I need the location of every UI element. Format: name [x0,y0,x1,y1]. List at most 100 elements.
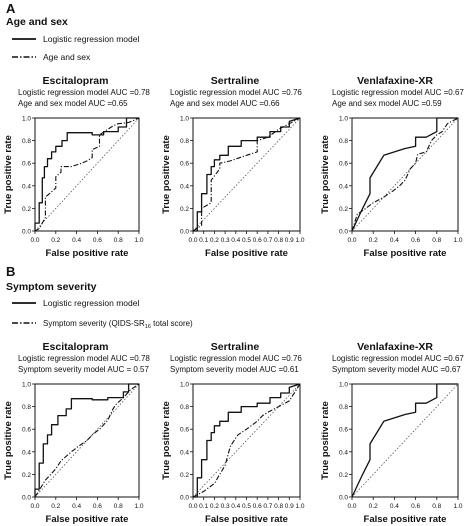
x-tick-label: 0.3 [221,237,230,244]
x-tick-label: 0.2 [369,503,378,510]
auc-annotation: Logistic regression model AUC =0.76 [170,88,302,97]
y-tick-label: 0.2 [180,472,189,479]
roc-line-logistic [351,383,458,498]
auc-annotation: Logistic regression model AUC =0.78 [18,354,150,363]
auc-annotation: Logistic regression model AUC =0.67 [332,88,464,97]
auc-annotation: Symptom severity model AUC = 0.57 [18,365,149,374]
y-tick-label: 0.2 [22,472,31,479]
section-a-title: Age and sex [6,16,68,28]
plot-frame [351,117,459,232]
x-tick-label: 0.8 [274,237,283,244]
chart-title: Escitalopram [43,75,109,87]
roc-line-comparison [34,383,140,498]
x-tick-label: 0.8 [432,503,441,510]
x-tick-label: 0.4 [390,503,399,510]
auc-annotation: Logistic regression model AUC =0.78 [18,88,150,97]
chance-diagonal [34,117,140,232]
auc-annotation: Age and sex model AUC =0.65 [18,99,128,108]
x-tick-label: 0.6 [253,237,262,244]
x-axis-label: False positive rate [46,248,129,259]
y-tick-label: 1.0 [22,116,31,123]
x-tick-label: 0.0 [188,237,197,244]
y-tick-label: 0.2 [180,206,189,213]
y-axis-label: True positive rate [161,135,172,214]
y-axis-label: True positive rate [161,401,172,480]
auc-annotation: Symptom severity model AUC =0.61 [170,365,299,374]
roc-line-logistic [193,117,301,232]
x-tick-label: 0.9 [285,503,294,510]
x-tick-label: 0.8 [432,237,441,244]
plot-frame [34,383,140,498]
x-tick-label: 0.6 [411,503,420,510]
roc-line-logistic [351,117,458,232]
y-tick-label: 0.8 [22,404,31,411]
y-tick-label: 0.8 [180,404,189,411]
chart-title: Venlafaxine-XR [357,341,433,353]
x-tick-label: 0.0 [30,237,39,244]
y-tick-label: 0.8 [339,404,348,411]
y-tick-label: 0.6 [339,427,348,434]
x-tick-label: 0.4 [390,237,399,244]
x-tick-label: 0.1 [199,237,208,244]
y-tick-label: 0.8 [339,138,348,145]
chart-title: Escitalopram [43,341,109,353]
x-tick-label: 1.0 [134,503,143,510]
x-tick-label: 0.2 [51,503,60,510]
x-tick-label: 0.8 [114,503,123,510]
legend-b-dashdot-label-after: total score) [151,319,193,328]
y-axis-label: True positive rate [320,401,331,480]
x-tick-label: 0.7 [263,237,272,244]
y-tick-label: 0.4 [22,183,31,190]
x-tick-label: 1.0 [453,503,462,510]
x-tick-label: 0.3 [221,503,230,510]
y-tick-label: 0.4 [339,449,348,456]
y-tick-label: 0.4 [22,449,31,456]
y-tick-label: 0.8 [22,138,31,145]
chart-title: Sertraline [211,341,260,353]
x-tick-label: 1.0 [134,237,143,244]
x-axis-label: False positive rate [46,514,129,525]
chance-diagonal [192,383,301,498]
chance-diagonal [34,383,140,498]
section-b-title: Symptom severity [6,281,97,293]
y-tick-label: 0.2 [339,206,348,213]
y-tick-label: 1.0 [339,116,348,123]
x-tick-label: 0.2 [51,237,60,244]
x-axis-label: False positive rate [364,514,447,525]
x-axis-label: False positive rate [205,248,288,259]
x-tick-label: 0.6 [253,503,262,510]
x-tick-label: 1.0 [453,237,462,244]
chance-diagonal [351,383,459,498]
chance-diagonal [192,117,301,232]
y-tick-label: 0.6 [180,161,189,168]
x-tick-label: 0.0 [347,503,356,510]
x-tick-label: 0.6 [93,237,102,244]
x-tick-label: 0.8 [274,503,283,510]
chance-diagonal [351,117,459,232]
legend-a-dashdot-label: Age and sex [43,52,91,62]
x-tick-label: 0.5 [242,503,251,510]
chart-title: Venlafaxine-XR [357,75,433,87]
x-tick-label: 0.4 [231,503,240,510]
y-tick-label: 1.0 [180,116,189,123]
x-tick-label: 0.1 [199,503,208,510]
x-tick-label: 0.6 [93,503,102,510]
roc-line-comparison [192,383,301,498]
x-tick-label: 0.4 [231,237,240,244]
y-tick-label: 1.0 [339,382,348,389]
auc-annotation: Logistic regression model AUC =0.76 [170,354,302,363]
auc-annotation: Age and sex model AUC =0.59 [332,99,442,108]
auc-annotation: Logistic regression model AUC =0.67 [332,354,464,363]
plot-frame [351,383,459,498]
y-tick-label: 0.8 [180,138,189,145]
y-axis-label: True positive rate [3,401,14,480]
x-tick-label: 0.2 [210,237,219,244]
x-tick-label: 0.2 [369,237,378,244]
y-tick-label: 0.6 [339,161,348,168]
x-tick-label: 0.0 [30,503,39,510]
x-tick-label: 0.9 [285,237,294,244]
